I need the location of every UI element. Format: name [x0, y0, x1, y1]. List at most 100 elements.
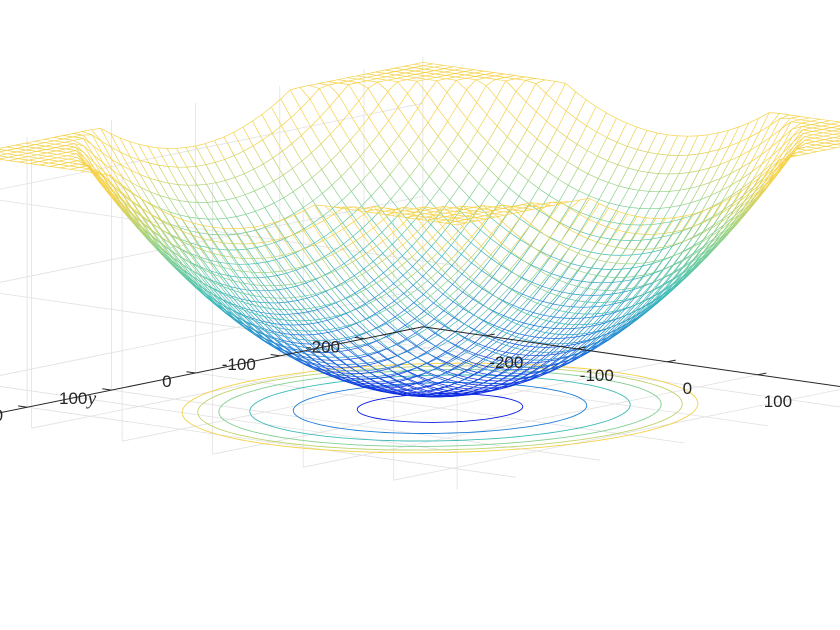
- mesh-line-x: [618, 325, 629, 334]
- mesh-line-x: [577, 150, 588, 169]
- mesh-line-x: [262, 242, 273, 258]
- mesh-line-x: [768, 165, 779, 177]
- mesh-line-x: [420, 286, 431, 297]
- mesh-line-y: [708, 132, 719, 136]
- mesh-line-y: [659, 206, 671, 209]
- mesh-line-y: [548, 195, 560, 202]
- mesh-line-y: [365, 211, 376, 214]
- mesh-line-y: [383, 290, 395, 302]
- mesh-line-x: [290, 297, 301, 310]
- mesh-line-x: [406, 345, 417, 352]
- mesh-line-x: [286, 343, 297, 352]
- mesh-line-x: [191, 234, 202, 250]
- mesh-line-y: [434, 70, 445, 73]
- mesh-line-y: [772, 152, 784, 163]
- mesh-line-y: [463, 67, 474, 70]
- mesh-line-x: [278, 301, 288, 304]
- mesh-line-x: [820, 120, 831, 124]
- mesh-line-x: [210, 252, 221, 267]
- mesh-line-x: [688, 135, 699, 156]
- mesh-line-y: [283, 234, 294, 239]
- mesh-line-x: [259, 306, 270, 318]
- mesh-line-y: [149, 178, 161, 196]
- mesh-line-x: [63, 136, 74, 140]
- mesh-line-x: [731, 178, 742, 196]
- mesh-line-x: [204, 140, 215, 145]
- mesh-line-y: [729, 141, 740, 147]
- mesh-line-x: [673, 241, 684, 246]
- mesh-line-x: [370, 377, 380, 380]
- mesh-line-y: [358, 357, 369, 366]
- mesh-line-x: [414, 388, 424, 392]
- mesh-line-y: [497, 152, 509, 164]
- mesh-line-y: [138, 144, 150, 164]
- mesh-line-y: [621, 305, 633, 318]
- mesh-line-y: [454, 210, 465, 214]
- mesh-line-x: [0, 146, 7, 149]
- mesh-line-x: [478, 301, 489, 310]
- mesh-line-y: [426, 220, 437, 223]
- mesh-line-x: [490, 224, 501, 239]
- mesh-line-x: [520, 237, 531, 246]
- mesh-line-y: [437, 340, 448, 348]
- mesh-line-x: [692, 222, 703, 238]
- mesh-line-x: [423, 302, 434, 312]
- mesh-line-x: [261, 106, 272, 115]
- mesh-line-x: [552, 291, 563, 305]
- mesh-line-y: [484, 370, 495, 378]
- mesh-line-y: [414, 70, 426, 73]
- mesh-line-y: [549, 237, 561, 243]
- mesh-line-x: [588, 178, 599, 196]
- mesh-line-y: [430, 224, 442, 236]
- mesh-line-x: [167, 166, 178, 168]
- mesh-line-x: [559, 223, 570, 230]
- mesh-line-y: [192, 222, 203, 226]
- mesh-line-x: [400, 283, 411, 295]
- mesh-line-x: [693, 210, 704, 215]
- mesh-line-y: [189, 261, 200, 269]
- mesh-line-y: [741, 171, 752, 180]
- mesh-line-x: [208, 286, 219, 298]
- mesh-line-y: [425, 376, 436, 381]
- mesh-line-y: [585, 275, 597, 289]
- mesh-line-y: [172, 251, 184, 266]
- mesh-line-x: [650, 292, 661, 299]
- mesh-line-y: [176, 267, 188, 277]
- mesh-line-x: [366, 370, 376, 377]
- mesh-line-x: [333, 234, 344, 250]
- mesh-line-x: [303, 200, 314, 208]
- mesh-line-x: [59, 165, 70, 169]
- mesh-line-x: [381, 260, 392, 274]
- mesh-line-x: [506, 353, 517, 362]
- mesh-line-y: [491, 277, 503, 285]
- mesh-line-y: [542, 301, 554, 305]
- mesh-line-y: [129, 156, 141, 175]
- mesh-line-x: [457, 118, 468, 135]
- mesh-line-x: [594, 305, 605, 318]
- mesh-line-y: [36, 151, 47, 154]
- mesh-line-x: [815, 142, 826, 146]
- mesh-line-x: [186, 145, 196, 148]
- mesh-line-x: [417, 357, 427, 364]
- mesh-line-y: [579, 198, 590, 215]
- mesh-line-y: [702, 206, 714, 223]
- mesh-line-x: [45, 143, 55, 147]
- mesh-line-y: [690, 249, 701, 264]
- mesh-line-x: [463, 207, 474, 210]
- mesh-line-x: [749, 190, 760, 201]
- mesh-line-y: [263, 222, 274, 226]
- mesh-line-y: [407, 93, 418, 109]
- mesh-line-x: [311, 279, 322, 293]
- mesh-line-x: [576, 285, 587, 289]
- mesh-line-y: [338, 351, 350, 360]
- mesh-line-y: [814, 137, 825, 140]
- mesh-line-x: [537, 287, 548, 293]
- mesh-line-x: [289, 309, 300, 322]
- mesh-line-x: [464, 379, 475, 382]
- mesh-line-x: [425, 372, 436, 378]
- mesh-line-y: [311, 152, 322, 170]
- mesh-line-x: [413, 61, 423, 65]
- mesh-line-x: [546, 129, 558, 148]
- mesh-line-y: [91, 134, 103, 153]
- mesh-line-y: [517, 171, 529, 181]
